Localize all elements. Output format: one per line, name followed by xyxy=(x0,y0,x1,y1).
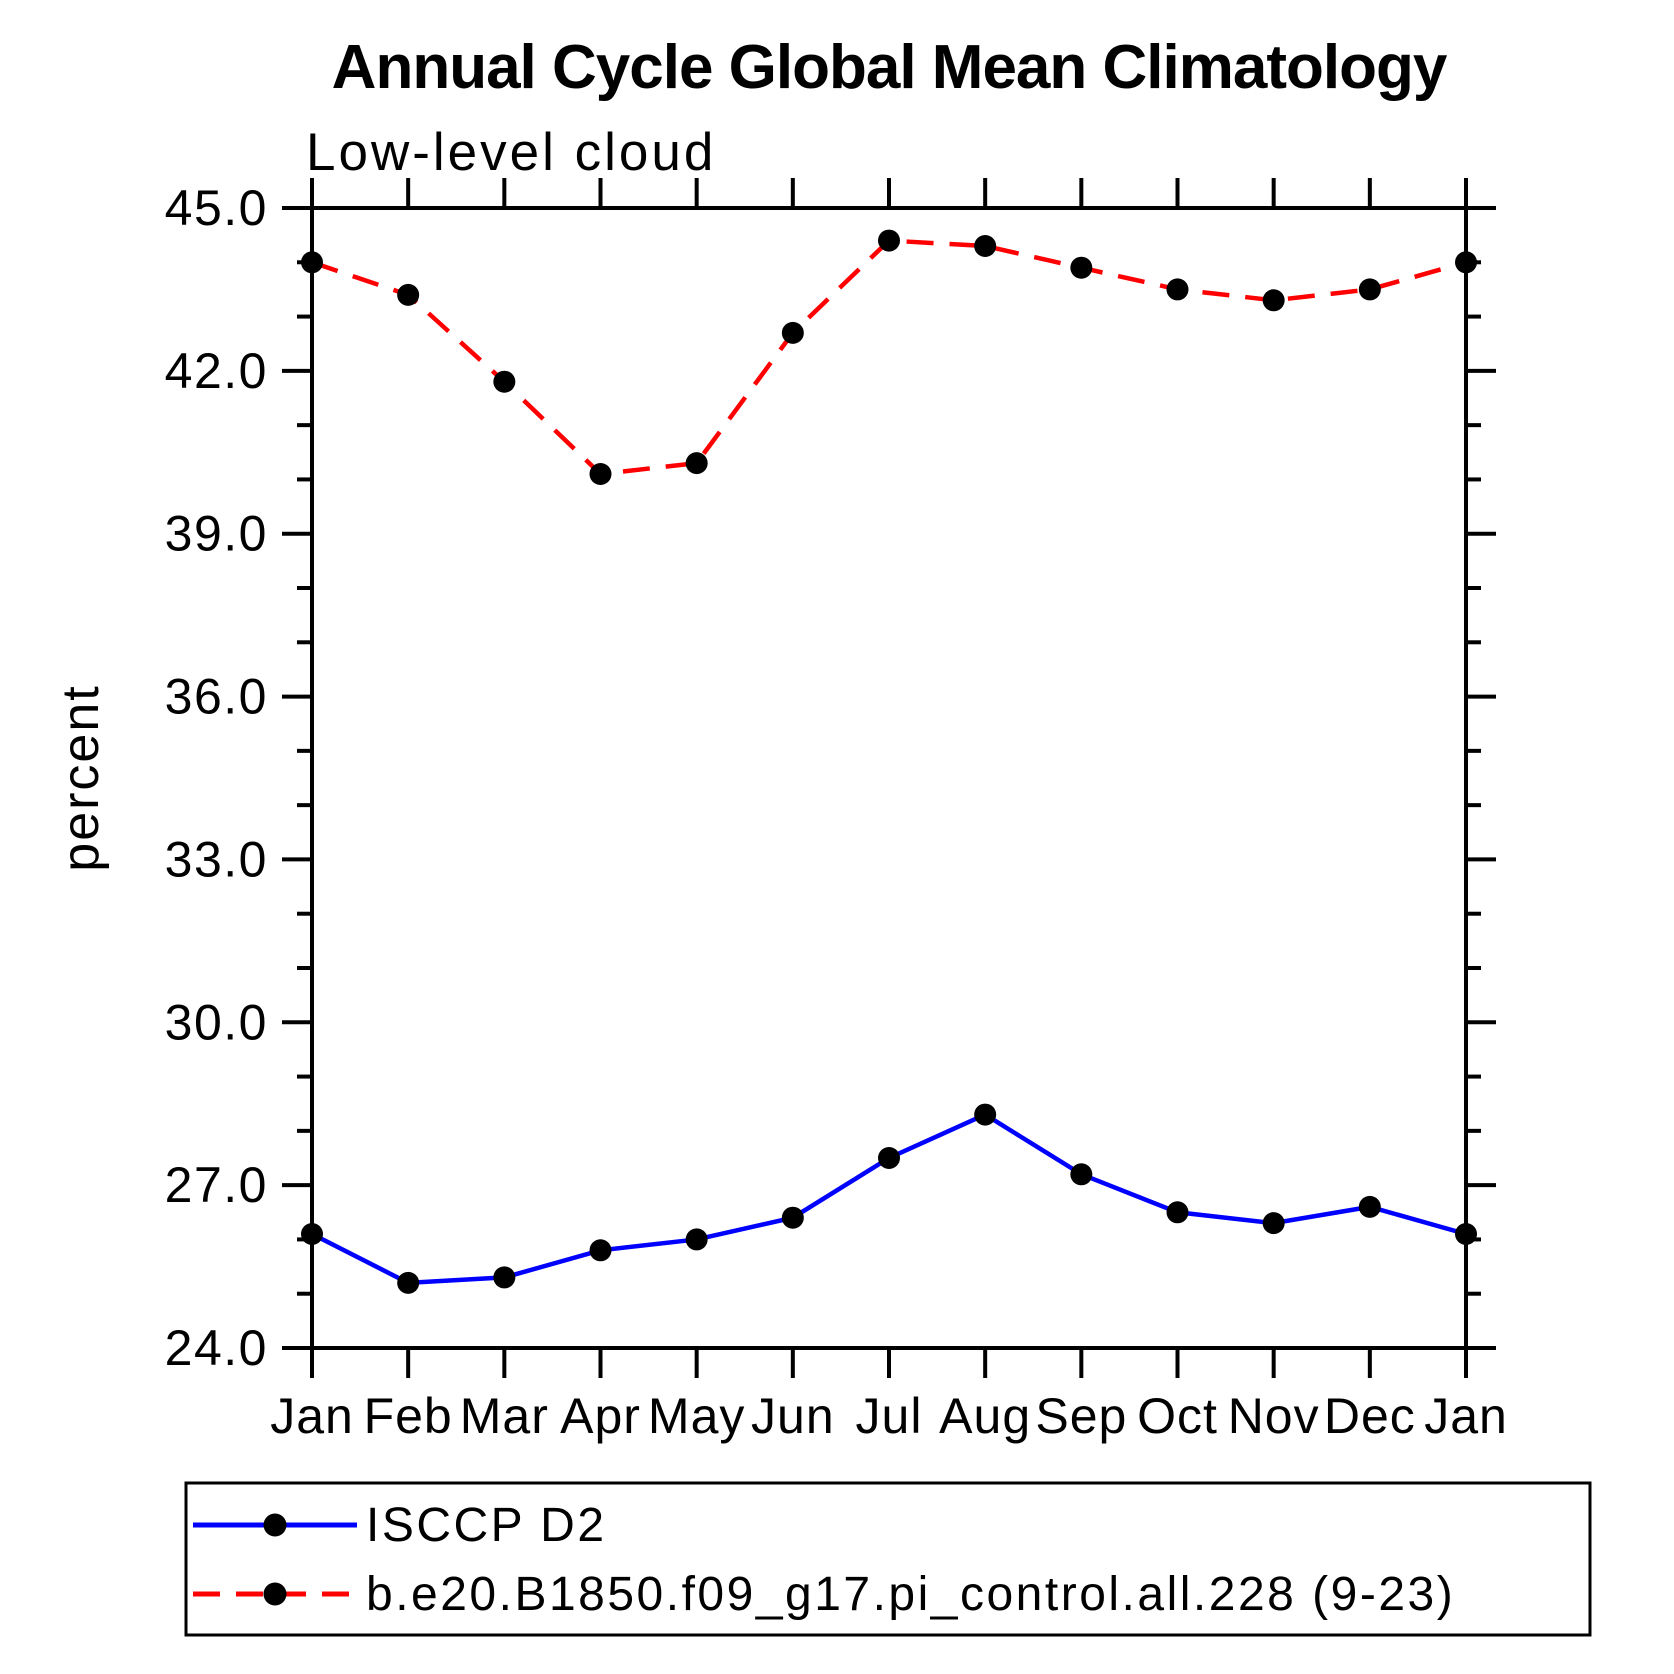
data-point-marker xyxy=(1455,1223,1477,1245)
y-tick-label: 33.0 xyxy=(165,831,268,887)
data-point-marker xyxy=(1262,1212,1285,1235)
legend-item: ISCCP D2 xyxy=(193,1499,607,1552)
x-tick-label: Feb xyxy=(364,1388,453,1444)
legend-box xyxy=(184,1481,1592,1637)
data-point-marker xyxy=(1358,278,1381,301)
data-point-marker xyxy=(974,235,997,257)
x-tick-labels: Jan Feb Mar Apr May Jun Jul Aug Sep Oct Nov Dec Jan xyxy=(270,1388,1508,1444)
data-point-marker xyxy=(1166,278,1189,301)
y-axis-label: percent xyxy=(52,684,110,871)
x-tick-label: Jun xyxy=(751,1388,835,1444)
legend-item: b.e20.B1850.f09_g17.pi_control.all.228 (… xyxy=(193,1568,1455,1621)
x-tick-label: Jan xyxy=(1424,1388,1508,1444)
x-tick-label: Apr xyxy=(560,1388,641,1444)
y-tick-label: 39.0 xyxy=(165,506,268,562)
data-point-marker xyxy=(1166,1201,1189,1224)
data-point-marker xyxy=(1070,256,1093,279)
data-point-marker xyxy=(781,1206,804,1229)
obs-series-line xyxy=(310,1112,1467,1286)
data-point-marker xyxy=(397,1271,420,1294)
x-tick-label: Oct xyxy=(1137,1388,1218,1444)
data-point-marker xyxy=(1455,251,1477,274)
data-point-marker xyxy=(397,283,420,306)
legend-item-label: b.e20.B1850.f09_g17.pi_control.all.228 (… xyxy=(366,1568,1455,1621)
x-tick-label: Jan xyxy=(270,1388,354,1444)
data-point-marker xyxy=(878,1147,900,1169)
data-point-marker xyxy=(1262,289,1285,312)
x-tick-label: Mar xyxy=(460,1388,549,1444)
data-series-layer xyxy=(301,229,1477,1294)
x-tick-label: Nov xyxy=(1228,1388,1320,1444)
chart-title: Annual Cycle Global Mean Climatology xyxy=(332,33,1448,102)
legend: ISCCP D2 b.e20.B1850.f09_g17.pi_control.a… xyxy=(184,1481,1592,1637)
model-series-line xyxy=(311,238,1467,477)
legend-sample-marker xyxy=(263,1513,287,1537)
data-point-marker xyxy=(493,1266,516,1289)
y-tick-label: 42.0 xyxy=(165,343,268,399)
data-point-marker xyxy=(781,321,804,344)
legend-sample-marker xyxy=(263,1582,287,1606)
data-point-marker xyxy=(878,229,900,252)
y-tick-label: 45.0 xyxy=(165,180,268,236)
y-tick-label: 24.0 xyxy=(165,1320,268,1376)
data-point-marker xyxy=(301,251,323,274)
data-point-marker xyxy=(493,370,516,393)
y-tick-label: 30.0 xyxy=(165,994,268,1050)
y-tick-labels: 24.0 27.0 30.0 33.0 36.0 39.0 42.0 45.0 xyxy=(165,180,268,1376)
data-point-marker xyxy=(974,1103,997,1126)
data-point-marker xyxy=(1070,1163,1093,1186)
x-tick-label: Sep xyxy=(1035,1388,1127,1444)
data-point-marker xyxy=(589,1239,612,1262)
x-tick-label: May xyxy=(648,1388,745,1444)
data-point-marker xyxy=(589,463,612,485)
data-point-marker xyxy=(1358,1195,1381,1218)
x-tick-label: Dec xyxy=(1324,1388,1416,1444)
y-tick-label: 27.0 xyxy=(165,1157,268,1213)
legend-item-label: ISCCP D2 xyxy=(366,1499,607,1552)
data-point-marker xyxy=(301,1223,323,1245)
data-point-marker xyxy=(685,452,708,475)
plot-frame xyxy=(310,206,1468,1350)
chart-subtitle: Low-level cloud xyxy=(306,123,716,182)
data-point-marker xyxy=(685,1228,708,1251)
y-tick-label: 36.0 xyxy=(165,669,268,725)
legend-items: ISCCP D2 b.e20.B1850.f09_g17.pi_control.a… xyxy=(193,1499,1455,1621)
plot-axes xyxy=(282,178,1496,1378)
x-tick-label: Aug xyxy=(939,1388,1031,1444)
x-tick-label: Jul xyxy=(856,1388,923,1444)
